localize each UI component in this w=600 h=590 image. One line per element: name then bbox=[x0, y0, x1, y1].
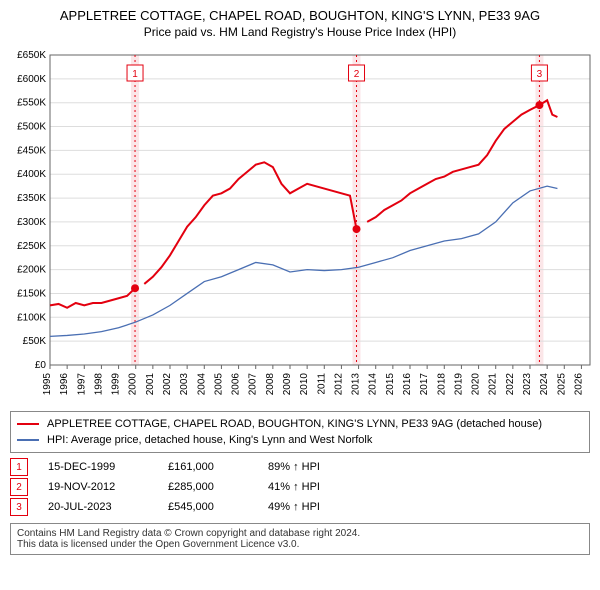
svg-text:1995: 1995 bbox=[42, 373, 53, 396]
legend-item: APPLETREE COTTAGE, CHAPEL ROAD, BOUGHTON… bbox=[17, 416, 583, 432]
svg-text:2: 2 bbox=[354, 69, 360, 80]
svg-text:2011: 2011 bbox=[316, 373, 327, 395]
svg-text:2025: 2025 bbox=[556, 373, 567, 396]
sale-row: 1 15-DEC-1999 £161,000 89% ↑ HPI bbox=[10, 457, 590, 477]
sale-date: 15-DEC-1999 bbox=[48, 461, 148, 473]
svg-text:£100K: £100K bbox=[17, 312, 46, 323]
svg-text:2003: 2003 bbox=[179, 373, 190, 396]
svg-text:2010: 2010 bbox=[299, 373, 310, 396]
svg-text:2012: 2012 bbox=[333, 373, 344, 396]
svg-text:1996: 1996 bbox=[59, 373, 70, 396]
svg-text:£550K: £550K bbox=[17, 98, 46, 109]
sale-row: 2 19-NOV-2012 £285,000 41% ↑ HPI bbox=[10, 477, 590, 497]
svg-text:£350K: £350K bbox=[17, 193, 46, 204]
svg-text:£50K: £50K bbox=[23, 336, 47, 347]
svg-text:£400K: £400K bbox=[17, 169, 46, 180]
svg-text:2026: 2026 bbox=[573, 373, 584, 396]
svg-text:2024: 2024 bbox=[539, 373, 550, 396]
sale-marker-box: 3 bbox=[10, 498, 28, 516]
svg-text:3: 3 bbox=[537, 69, 543, 80]
svg-text:2001: 2001 bbox=[145, 373, 156, 396]
svg-text:2018: 2018 bbox=[436, 373, 447, 396]
svg-text:2009: 2009 bbox=[282, 373, 293, 396]
sale-marker-box: 1 bbox=[10, 458, 28, 476]
sale-row: 3 20-JUL-2023 £545,000 49% ↑ HPI bbox=[10, 497, 590, 517]
svg-text:2008: 2008 bbox=[265, 373, 276, 396]
sale-price: £161,000 bbox=[168, 461, 248, 473]
sale-price: £285,000 bbox=[168, 481, 248, 493]
svg-text:2004: 2004 bbox=[196, 373, 207, 396]
svg-text:2022: 2022 bbox=[505, 373, 516, 396]
footer-line: This data is licensed under the Open Gov… bbox=[17, 539, 583, 550]
svg-text:£650K: £650K bbox=[17, 50, 46, 61]
svg-text:2005: 2005 bbox=[213, 373, 224, 396]
sale-date: 20-JUL-2023 bbox=[48, 501, 148, 513]
svg-text:£0: £0 bbox=[35, 360, 47, 371]
svg-text:2017: 2017 bbox=[419, 373, 430, 396]
svg-text:£250K: £250K bbox=[17, 241, 46, 252]
chart-title: APPLETREE COTTAGE, CHAPEL ROAD, BOUGHTON… bbox=[0, 0, 600, 23]
svg-text:2016: 2016 bbox=[402, 373, 413, 396]
svg-text:£450K: £450K bbox=[17, 145, 46, 156]
svg-text:£600K: £600K bbox=[17, 74, 46, 85]
legend-label: APPLETREE COTTAGE, CHAPEL ROAD, BOUGHTON… bbox=[47, 418, 542, 430]
svg-text:£150K: £150K bbox=[17, 288, 46, 299]
sale-date: 19-NOV-2012 bbox=[48, 481, 148, 493]
svg-text:2023: 2023 bbox=[522, 373, 533, 396]
svg-text:2021: 2021 bbox=[488, 373, 499, 396]
sale-marker-number: 3 bbox=[16, 502, 22, 513]
sale-hpi: 49% ↑ HPI bbox=[268, 501, 368, 513]
chart-subtitle: Price paid vs. HM Land Registry's House … bbox=[0, 23, 600, 45]
chart-container: APPLETREE COTTAGE, CHAPEL ROAD, BOUGHTON… bbox=[0, 0, 600, 555]
sale-hpi: 41% ↑ HPI bbox=[268, 481, 368, 493]
svg-text:£200K: £200K bbox=[17, 265, 46, 276]
svg-text:2006: 2006 bbox=[231, 373, 242, 396]
svg-text:2015: 2015 bbox=[385, 373, 396, 396]
svg-text:2019: 2019 bbox=[453, 373, 464, 396]
sale-hpi: 89% ↑ HPI bbox=[268, 461, 368, 473]
legend-swatch bbox=[17, 439, 39, 441]
sale-price: £545,000 bbox=[168, 501, 248, 513]
svg-text:1999: 1999 bbox=[111, 373, 122, 396]
sale-marker-number: 2 bbox=[16, 482, 22, 493]
sales-table: 1 15-DEC-1999 £161,000 89% ↑ HPI 2 19-NO… bbox=[10, 457, 590, 517]
svg-text:2007: 2007 bbox=[248, 373, 259, 396]
svg-text:1997: 1997 bbox=[76, 373, 87, 396]
svg-text:2002: 2002 bbox=[162, 373, 173, 396]
svg-text:£500K: £500K bbox=[17, 122, 46, 133]
legend-item: HPI: Average price, detached house, King… bbox=[17, 432, 583, 448]
sale-marker-number: 1 bbox=[16, 462, 22, 473]
footer-line: Contains HM Land Registry data © Crown c… bbox=[17, 528, 583, 539]
sale-marker-box: 2 bbox=[10, 478, 28, 496]
legend-swatch bbox=[17, 423, 39, 425]
svg-text:£300K: £300K bbox=[17, 217, 46, 228]
chart-plot: £0 £50K £100K £150K £200K £250K £300K £350K £400… bbox=[0, 45, 600, 405]
legend: APPLETREE COTTAGE, CHAPEL ROAD, BOUGHTON… bbox=[10, 411, 590, 453]
svg-text:1998: 1998 bbox=[93, 373, 104, 396]
svg-text:1: 1 bbox=[132, 69, 138, 80]
svg-text:2000: 2000 bbox=[128, 373, 139, 396]
legend-label: HPI: Average price, detached house, King… bbox=[47, 434, 372, 446]
svg-text:2020: 2020 bbox=[471, 373, 482, 396]
svg-text:2014: 2014 bbox=[368, 373, 379, 396]
svg-text:2013: 2013 bbox=[351, 373, 362, 396]
footer: Contains HM Land Registry data © Crown c… bbox=[10, 523, 590, 555]
chart-svg: £0 £50K £100K £150K £200K £250K £300K £350K £400… bbox=[0, 45, 600, 405]
